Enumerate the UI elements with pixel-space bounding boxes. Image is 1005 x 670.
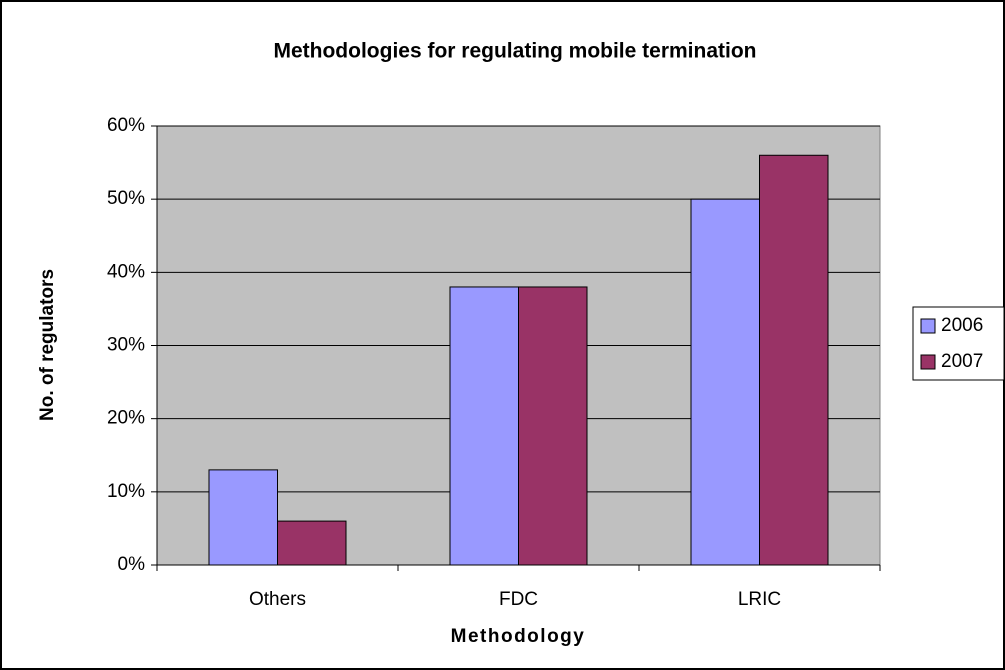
bar <box>277 520 347 566</box>
y-tick-label: 50% <box>107 188 145 209</box>
legend-swatch <box>920 318 936 334</box>
bar <box>518 286 588 566</box>
y-tick-label: 10% <box>107 481 145 502</box>
y-tick-label: 40% <box>107 261 145 282</box>
legend-swatch <box>920 354 936 370</box>
y-tick-label: 30% <box>107 335 145 356</box>
chart-title: Methodologies for regulating mobile term… <box>273 40 756 63</box>
y-tick-label: 20% <box>107 408 145 429</box>
y-tick-label: 60% <box>107 115 145 136</box>
legend-label: 2006 <box>941 315 983 336</box>
y-axis-label: No. of regulators <box>37 269 58 421</box>
x-tick-label: Others <box>249 589 306 610</box>
bar <box>690 198 760 566</box>
bar <box>449 286 519 566</box>
x-axis-label: Methodology <box>451 626 586 647</box>
x-tick-label: LRIC <box>738 589 781 610</box>
x-tick-label: FDC <box>499 589 538 610</box>
bar <box>759 154 829 566</box>
bar <box>208 469 278 566</box>
y-tick-label: 0% <box>118 554 146 575</box>
legend-label: 2007 <box>941 351 983 372</box>
